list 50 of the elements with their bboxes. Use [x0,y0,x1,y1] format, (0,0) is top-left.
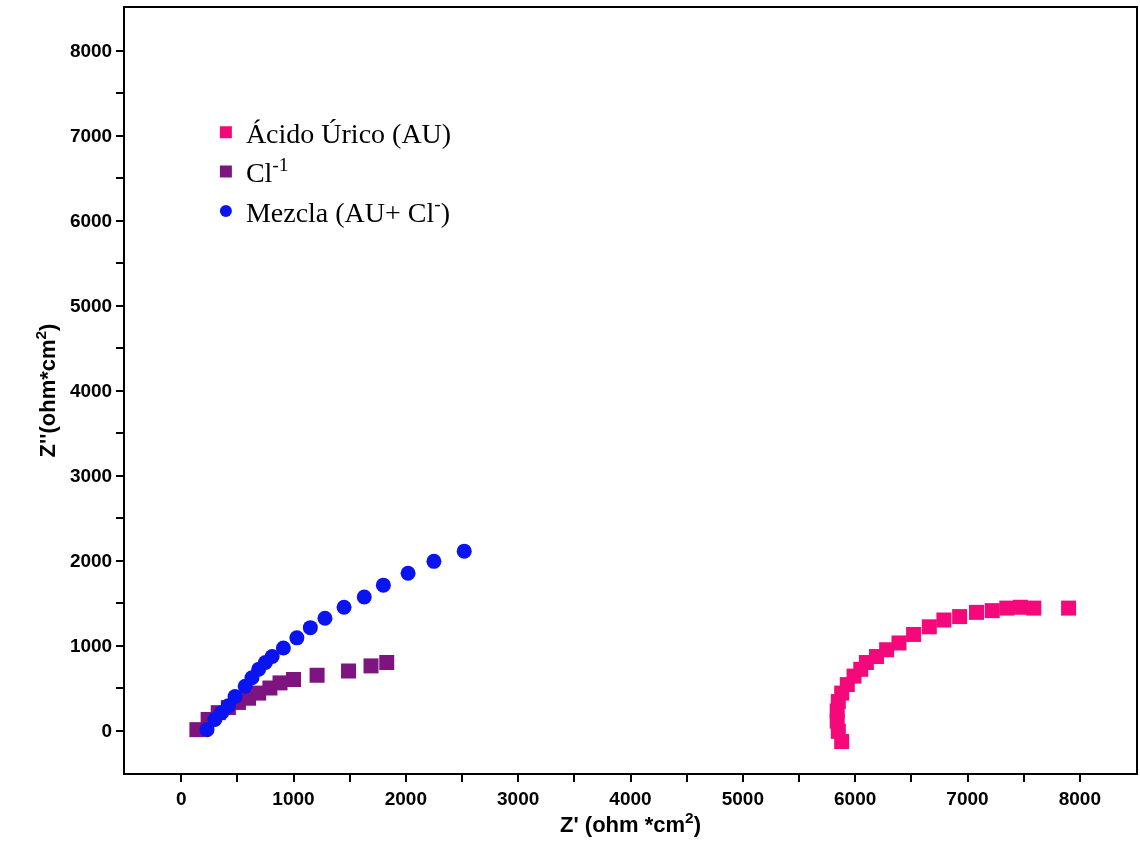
y-tick-label: 0 [101,720,113,742]
point [275,640,291,656]
point [891,635,907,651]
x-tick-label: 0 [175,787,187,809]
y-tick-label: 6000 [69,210,113,232]
legend-label: Mezcla (AU+ Cl$^{-}$) [245,193,451,228]
point [317,610,333,626]
point [375,577,391,593]
y-tick-label: 2000 [69,550,113,572]
point [1061,600,1077,616]
point [968,604,984,620]
point [309,667,325,683]
point [289,630,305,646]
point [341,663,357,679]
y-tick-label: 8000 [69,40,113,62]
legend-label: Ácido Úrico (AU) [245,118,452,150]
point [906,626,922,642]
point [426,553,442,569]
x-tick-label: 7000 [946,787,989,809]
x-tick-label: 6000 [834,787,877,809]
point [936,612,952,628]
point [286,672,301,687]
y-tick-label: 3000 [69,465,113,487]
y-tick-label: 4000 [69,380,113,402]
x-tick-label: 5000 [721,787,764,809]
x-tick-label: 4000 [609,787,652,809]
x-tick-label: 8000 [1058,787,1101,809]
point [302,620,318,636]
point [984,603,1000,619]
point [1026,600,1042,616]
point [379,655,395,670]
point [227,689,243,704]
point [199,722,215,738]
x-tick-label: 2000 [384,787,427,809]
y-tick-label: 7000 [69,125,113,147]
point [363,658,379,674]
point [456,543,472,559]
point [921,619,937,635]
point [999,600,1015,616]
point [264,649,280,665]
y-tick-label: 5000 [69,295,113,317]
point [400,565,416,581]
point [336,599,352,615]
x-tick-label: 3000 [497,787,540,809]
x-axis-title: Z' (ohm *cm$^{2}$) [560,808,701,838]
legend-label: Cl$^{-1}$ [245,153,289,189]
point [356,589,372,605]
y-tick-label: 1000 [69,635,113,657]
point [952,609,968,625]
x-tick-label: 1000 [272,787,315,809]
